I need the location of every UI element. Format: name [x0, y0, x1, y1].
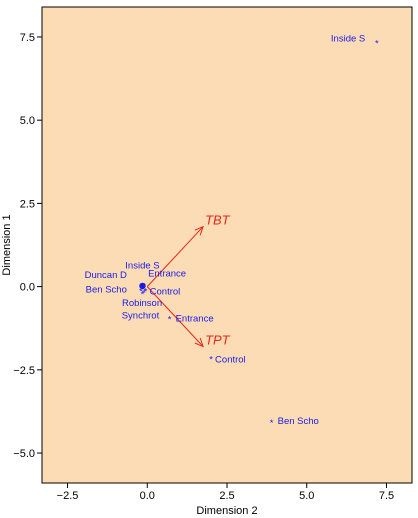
x-tick-label: 2.5 [219, 490, 234, 502]
vector-label: TPT [205, 333, 231, 348]
point-label: Synchrot [122, 311, 160, 322]
y-tick-label: −5.0 [13, 448, 35, 460]
y-tick-label: 5.0 [20, 115, 35, 127]
point-cluster-marker [139, 282, 146, 290]
point-label: Entrance [148, 268, 186, 279]
point-label: Ben Scho [86, 284, 127, 295]
vectors-layer: TBT TPT [146, 213, 231, 348]
x-tick-label: −2.5 [57, 490, 79, 502]
y-tick-label: 7.5 [20, 32, 35, 44]
x-axis: −2.5 0.0 2.5 5.0 7.5 [57, 483, 394, 502]
point-marker: * [168, 315, 172, 326]
vector-line [146, 226, 204, 287]
point-marker: * [141, 290, 145, 301]
point-marker: * [139, 286, 143, 297]
vector-arrowhead [194, 337, 204, 348]
points-layer: *Inside S*Ben Scho*Control*Entrance*Insi… [85, 33, 379, 428]
point-label: Inside S [125, 260, 159, 271]
point-marker: * [375, 38, 379, 49]
point-label: Ben Scho [278, 416, 319, 427]
y-tick-label: −2.5 [13, 365, 35, 377]
point-label: Inside S [331, 33, 365, 44]
point-marker: * [209, 355, 213, 366]
point-marker: * [144, 286, 148, 297]
x-tick-label: 7.5 [379, 490, 394, 502]
x-axis-title: Dimension 2 [196, 505, 257, 517]
point-label: Robinson [122, 298, 162, 309]
vector-label: TBT [205, 213, 231, 228]
plot-area [41, 6, 413, 484]
vector-arrowhead [194, 225, 204, 236]
y-axis: −5.0 −2.5 0.0 2.5 5.0 7.5 [13, 32, 42, 460]
x-tick-label: 0.0 [140, 490, 155, 502]
y-axis-title: Dimension 1 [1, 214, 13, 275]
x-tick-label: 5.0 [299, 490, 314, 502]
point-marker: * [142, 288, 146, 299]
vector-line [146, 286, 204, 347]
point-label: Control [150, 286, 181, 297]
point-label: Entrance [176, 314, 214, 325]
point-marker: * [270, 418, 274, 429]
point-label: Control [215, 355, 246, 366]
y-tick-label: 2.5 [20, 198, 35, 210]
point-label: Duncan D [85, 270, 127, 281]
y-tick-label: 0.0 [20, 282, 35, 294]
